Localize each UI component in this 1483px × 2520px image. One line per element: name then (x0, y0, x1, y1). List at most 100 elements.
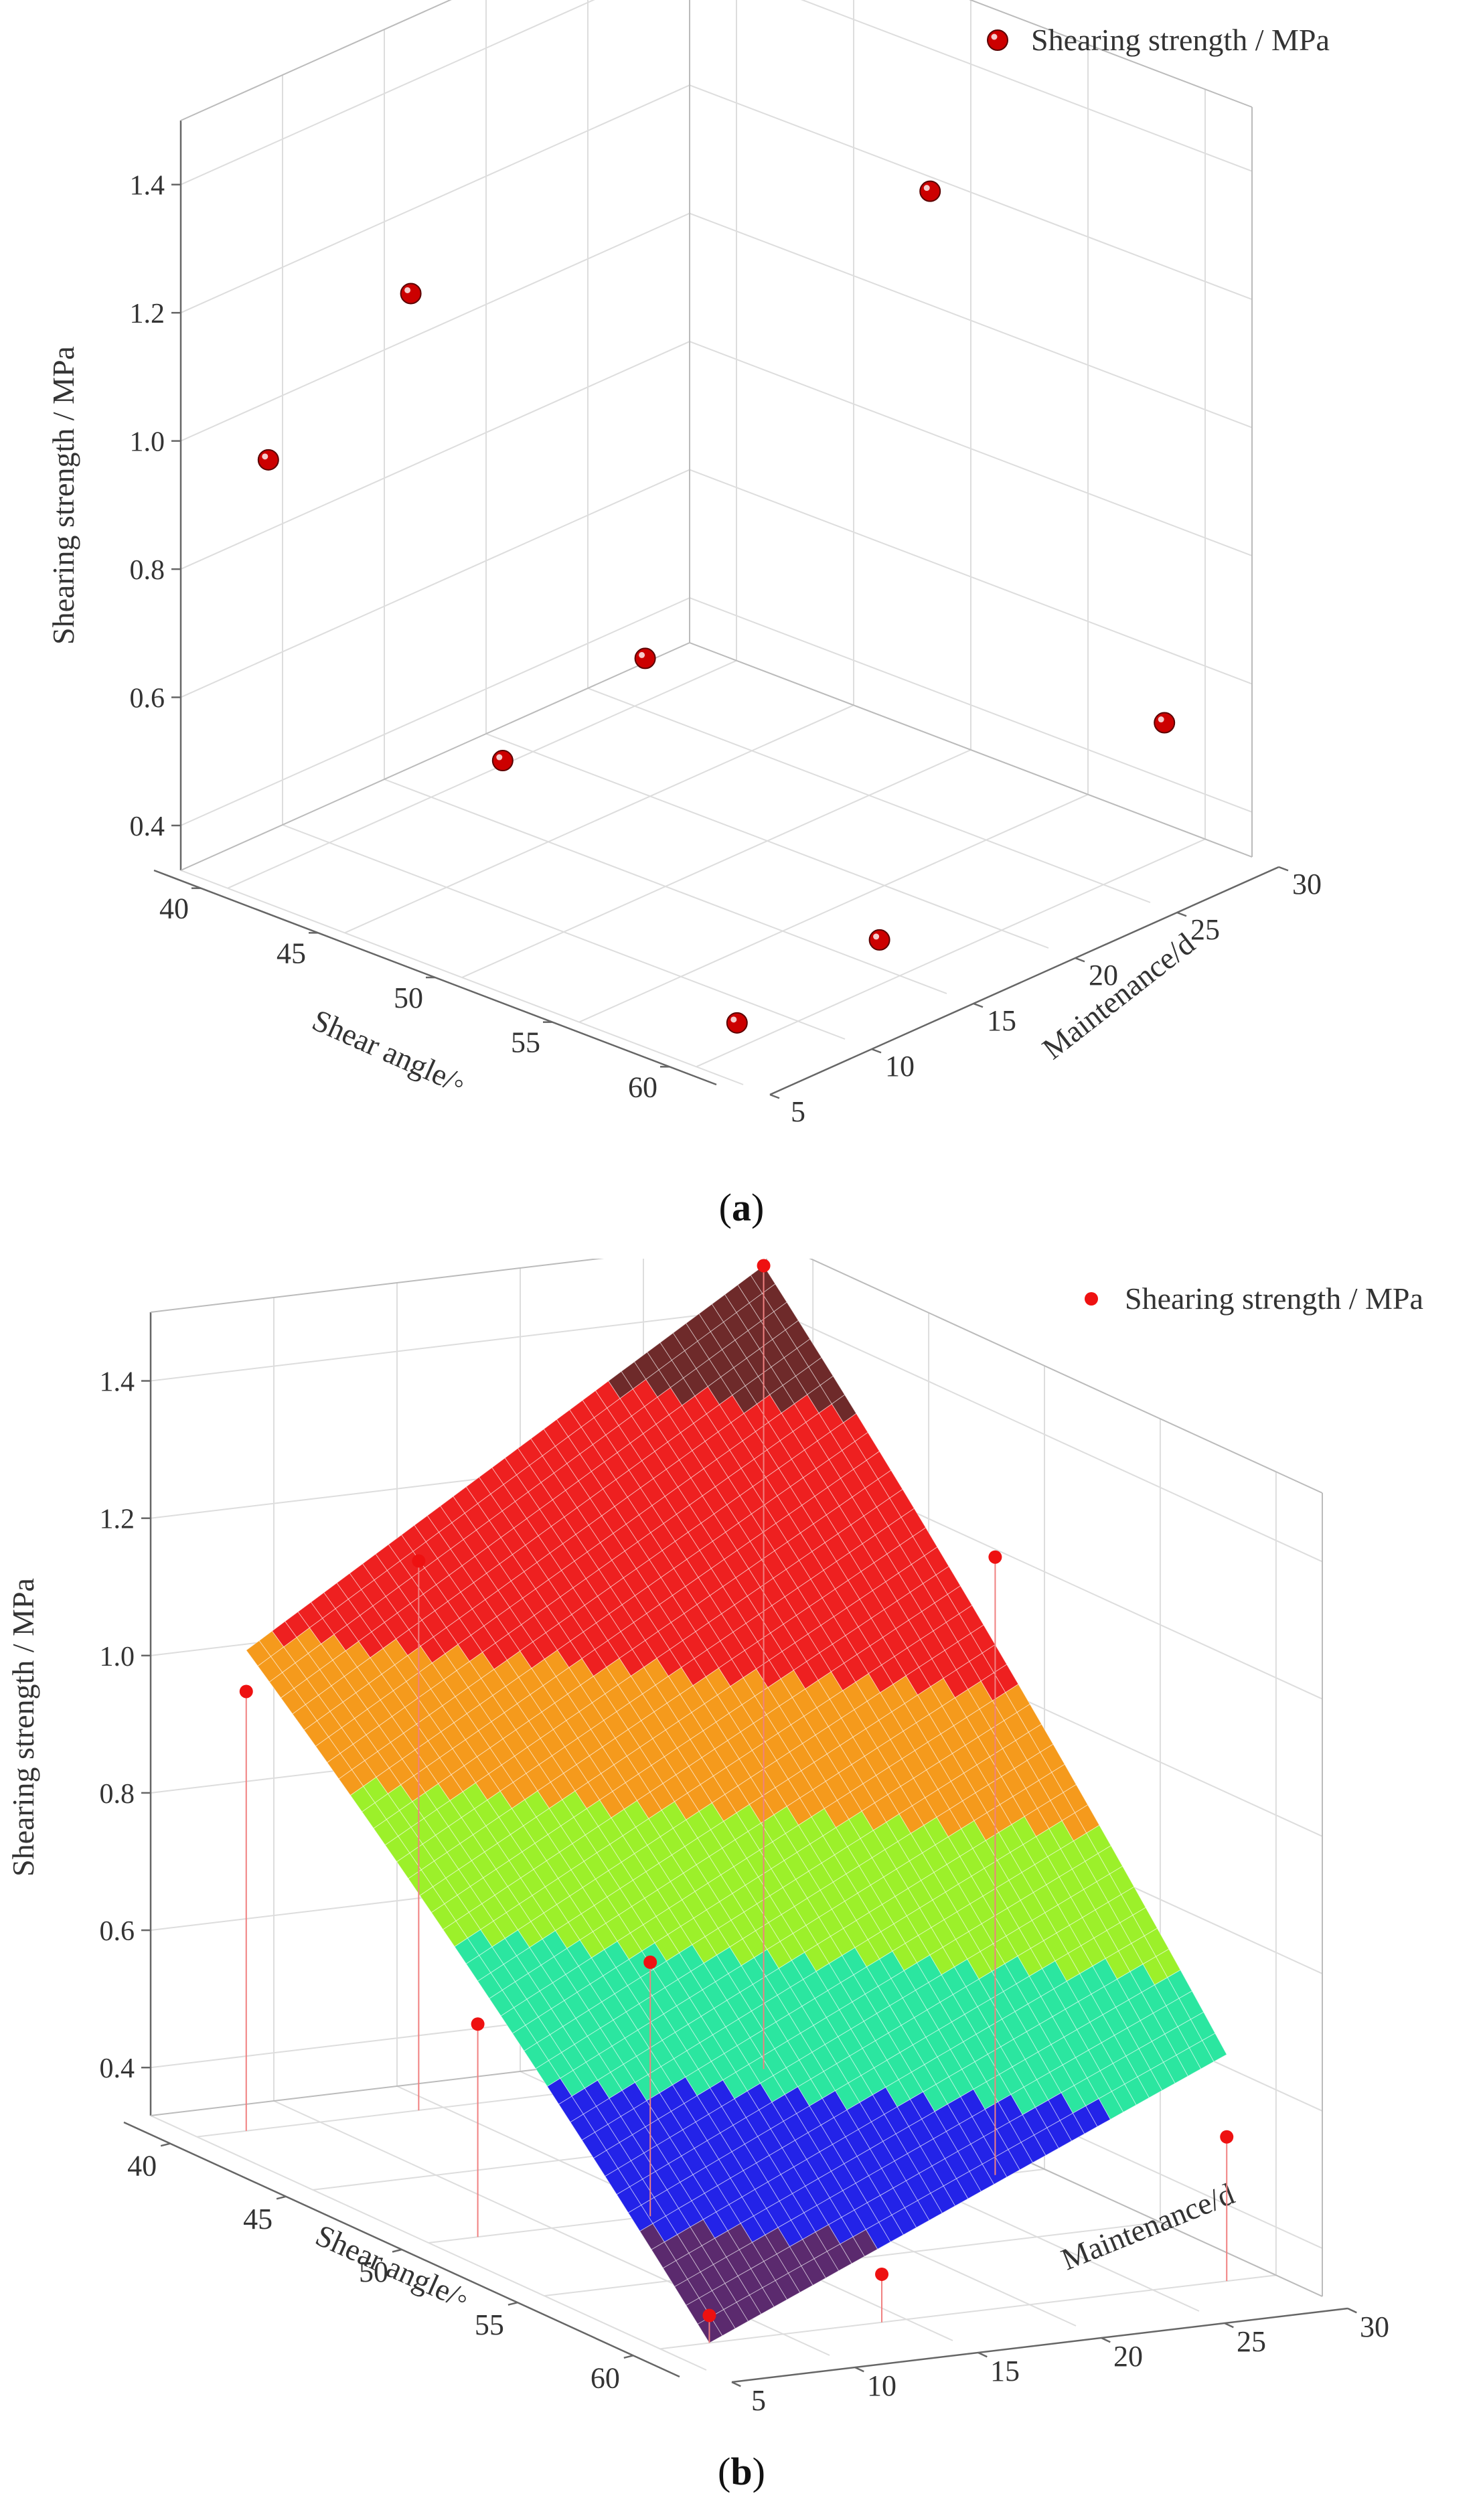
legend-marker (987, 29, 1008, 51)
wall-gridline (180, 84, 690, 314)
y-tick-label: 10 (885, 1050, 915, 1083)
wall-gridline (180, 341, 690, 570)
data-point (726, 1012, 748, 1034)
data-point (400, 283, 422, 305)
floor-gridline (282, 824, 846, 1040)
floor-gridline (344, 704, 854, 934)
data-point (919, 180, 941, 202)
data-point (643, 1955, 657, 1969)
floor-edge (180, 642, 690, 871)
floor-gridline (180, 870, 744, 1085)
data-point-highlight (873, 933, 880, 940)
z-tick-label: 1.4 (130, 171, 165, 202)
wall-gridline (689, 212, 1253, 428)
data-point (634, 647, 656, 670)
x-tick-label: 50 (359, 2256, 388, 2288)
x-tick-label: 55 (511, 1026, 540, 1059)
wall-gridline (766, 1306, 1323, 1563)
legend-label: Shearing strength / MPa (1125, 1281, 1423, 1316)
z-tick-label: 0.8 (130, 555, 165, 586)
floor-gridline (150, 2115, 707, 2371)
x-tick-label: 45 (243, 2203, 272, 2235)
data-point (702, 2308, 716, 2322)
x-tick-label: 50 (394, 981, 423, 1014)
x-tick (276, 2195, 287, 2200)
z-tick-label: 0.4 (100, 2053, 135, 2084)
y-tick (1101, 2337, 1111, 2343)
data-point (471, 2017, 485, 2031)
y-tick-label: 25 (1237, 2325, 1266, 2358)
y-axis-line (731, 2307, 1348, 2383)
x-tick-label: 60 (628, 1071, 657, 1103)
y-tick-label: 30 (1360, 2310, 1389, 2343)
wall-edge (809, 1259, 1323, 1494)
wall-edge (180, 0, 452, 121)
data-point-highlight (639, 651, 645, 658)
x-tick (508, 2301, 518, 2306)
data-point (875, 2267, 889, 2281)
floor-gridline (485, 733, 1049, 949)
surface-mesh (246, 1265, 1227, 2344)
data-point (257, 449, 279, 471)
x-tick-label: 45 (277, 937, 306, 969)
wall-gridline (180, 597, 690, 826)
y-tick (731, 2381, 741, 2387)
y-tick (1224, 2322, 1234, 2329)
wall-gridline (180, 212, 690, 442)
y-tick-label: 15 (987, 1004, 1016, 1037)
floor-gridline (578, 793, 1089, 1023)
z-tick-label: 0.6 (130, 684, 165, 714)
data-point (1220, 2130, 1234, 2144)
z-tick-label: 0.8 (100, 1779, 135, 1810)
z-axis-title: Shearing strength / MPa (6, 1578, 40, 1877)
panel-a: 40 45 50 55 60 5 10 15 20 25 30 0.4 0.6 0.8 1.0 1.2 1.4 S… (0, 0, 1483, 1259)
y-tick (854, 2366, 864, 2373)
y-tick-label: 20 (1089, 959, 1118, 992)
z-tick-label: 1.2 (100, 1504, 135, 1535)
legend-marker-highlight (991, 33, 998, 40)
y-axis-title: Maintenance/d (1036, 927, 1201, 1066)
data-point (988, 1550, 1002, 1564)
wall-gridline (689, 84, 1253, 301)
y-tick-label: 30 (1292, 868, 1322, 900)
floor-gridline (461, 749, 971, 978)
wall-edge (969, 0, 1253, 108)
x-axis-title: Shear angle/◦ (307, 1003, 471, 1101)
data-point-highlight (262, 453, 268, 460)
y-tick (1075, 957, 1085, 963)
x-tick-label: 60 (591, 2361, 620, 2394)
y-tick (978, 2351, 988, 2358)
data-point (868, 929, 890, 951)
data-point (1154, 712, 1176, 734)
z-tick-label: 1.2 (130, 299, 165, 329)
z-tick-label: 0.4 (130, 811, 165, 842)
y-tick-label: 5 (791, 1095, 805, 1128)
floor-gridline (659, 2274, 1276, 2350)
legend-label: Shearing strength / MPa (1031, 23, 1330, 57)
data-point (757, 1259, 771, 1273)
data-point-highlight (496, 754, 503, 761)
x-tick (623, 2355, 634, 2359)
y-tick-label: 5 (751, 2384, 766, 2417)
wall-edge (150, 1259, 605, 1313)
z-axis-title: Shearing strength / MPa (46, 346, 80, 645)
wall-gridline (800, 0, 1253, 172)
floor-gridline (696, 838, 1206, 1068)
y-tick (973, 1002, 984, 1008)
wall-gridline (689, 341, 1253, 557)
wall-gridline (150, 1306, 767, 1382)
data-point (412, 1554, 426, 1568)
floor-edge (689, 642, 1253, 858)
z-tick-label: 1.4 (100, 1367, 135, 1398)
legend-marker (1085, 1292, 1098, 1306)
x-tick (160, 2142, 171, 2147)
y-tick-label: 25 (1190, 913, 1220, 946)
x-tick (392, 2248, 402, 2253)
floor-gridline (227, 659, 737, 889)
wall-gridline (689, 597, 1253, 813)
x-tick-label: 55 (475, 2308, 504, 2341)
wall-gridline (180, 0, 595, 185)
y-tick (1176, 911, 1187, 917)
data-point-highlight (1158, 716, 1164, 723)
x-axis-title: Shear angle/◦ (311, 2218, 475, 2316)
